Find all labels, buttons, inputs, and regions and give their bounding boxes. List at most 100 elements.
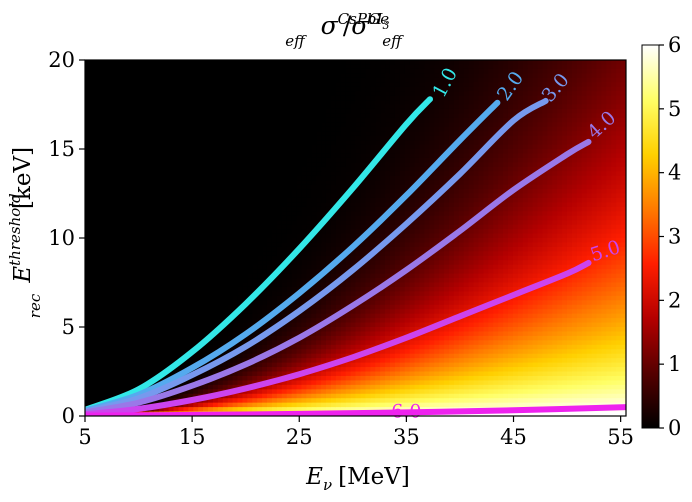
heatmap-cell xyxy=(178,300,184,306)
heatmap-cell xyxy=(158,122,165,128)
heatmap-cell xyxy=(119,215,125,221)
heatmap-cell xyxy=(144,255,150,261)
heatmap-cell xyxy=(109,64,116,70)
heatmap-cell xyxy=(286,291,293,297)
heatmap-cell xyxy=(89,367,96,373)
heatmap-cell xyxy=(183,144,189,150)
heatmap-cell xyxy=(237,313,243,319)
heatmap-cell xyxy=(242,175,248,181)
heatmap-cell xyxy=(355,153,362,159)
heatmap-cell xyxy=(139,349,145,355)
heatmap-cell xyxy=(355,215,362,221)
heatmap-cell xyxy=(124,153,130,159)
heatmap-cell xyxy=(370,202,376,208)
heatmap-cell xyxy=(385,233,391,239)
heatmap-cell xyxy=(114,300,121,306)
heatmap-cell xyxy=(237,86,243,92)
heatmap-cell xyxy=(330,295,337,301)
heatmap-cell xyxy=(281,402,288,408)
heatmap-cell xyxy=(242,135,248,141)
heatmap-cell xyxy=(114,171,121,177)
heatmap-cell xyxy=(365,300,371,306)
heatmap-cell xyxy=(276,193,283,199)
heatmap-cell xyxy=(385,215,391,221)
heatmap-cell xyxy=(350,175,357,181)
heatmap-cell xyxy=(183,64,189,70)
heatmap-cell xyxy=(134,122,140,128)
heatmap-cell xyxy=(212,180,219,186)
heatmap-cell xyxy=(262,149,268,155)
heatmap-cell xyxy=(296,100,302,106)
heatmap-cell xyxy=(360,384,366,390)
heatmap-cell xyxy=(104,180,111,186)
heatmap-cell xyxy=(276,122,283,128)
heatmap-cell xyxy=(85,273,91,279)
heatmap-cell xyxy=(330,82,337,88)
heatmap-cell xyxy=(173,162,180,168)
heatmap-cell xyxy=(227,117,234,123)
heatmap-cell xyxy=(158,344,165,350)
heatmap-cell xyxy=(217,108,224,114)
heatmap-cell xyxy=(168,353,175,359)
heatmap-cell xyxy=(291,171,298,177)
heatmap-cell xyxy=(198,91,204,97)
heatmap-cell xyxy=(321,309,327,315)
heatmap-cell xyxy=(370,393,376,399)
heatmap-cell xyxy=(188,144,194,150)
heatmap-cell xyxy=(335,286,342,292)
heatmap-cell xyxy=(385,166,391,172)
heatmap-cell xyxy=(124,144,130,150)
heatmap-cell xyxy=(296,295,302,301)
heatmap-cell xyxy=(335,77,342,83)
heatmap-cell xyxy=(325,304,332,310)
heatmap-cell xyxy=(365,371,371,377)
heatmap-cell xyxy=(262,367,268,373)
heatmap-cell xyxy=(99,349,106,355)
heatmap-cell xyxy=(380,331,386,337)
heatmap-cell xyxy=(316,68,322,74)
heatmap-cell xyxy=(330,375,337,381)
heatmap-cell xyxy=(262,184,268,190)
heatmap-cell xyxy=(296,367,302,373)
heatmap-cell xyxy=(94,171,101,177)
heatmap-cell xyxy=(321,278,327,284)
heatmap-cell xyxy=(168,269,175,275)
heatmap-cell xyxy=(119,384,125,390)
heatmap-cell xyxy=(385,206,391,212)
heatmap-cell xyxy=(306,358,312,364)
heatmap-cell xyxy=(139,135,145,141)
heatmap-cell xyxy=(212,384,219,390)
heatmap-cell xyxy=(286,282,293,288)
heatmap-cell xyxy=(296,255,302,261)
heatmap-cell xyxy=(148,331,155,337)
heatmap-cell xyxy=(291,229,298,235)
heatmap-cell xyxy=(276,251,283,257)
heatmap-cell xyxy=(365,282,371,288)
heatmap-cell xyxy=(114,135,121,141)
heatmap-cell xyxy=(104,349,111,355)
heatmap-cell xyxy=(281,86,288,92)
heatmap-cell xyxy=(183,349,189,355)
heatmap-cell xyxy=(335,335,342,341)
heatmap-cell xyxy=(389,60,396,66)
heatmap-cell xyxy=(232,358,239,364)
heatmap-cell xyxy=(281,282,288,288)
heatmap-cell xyxy=(375,282,381,288)
heatmap-cell xyxy=(193,229,199,235)
heatmap-cell xyxy=(173,68,180,74)
heatmap-cell xyxy=(129,193,135,199)
heatmap-cell xyxy=(340,77,347,83)
heatmap-cell xyxy=(237,282,243,288)
heatmap-cell xyxy=(316,117,322,123)
heatmap-cell xyxy=(217,149,224,155)
heatmap-cell xyxy=(129,184,135,190)
heatmap-cell xyxy=(207,202,214,208)
heatmap-cell xyxy=(257,251,263,257)
heatmap-cell xyxy=(247,91,253,97)
heatmap-cell xyxy=(340,202,347,208)
heatmap-cell xyxy=(178,238,184,244)
heatmap-cell xyxy=(330,286,337,292)
heatmap-cell xyxy=(311,286,317,292)
heatmap-cell xyxy=(276,91,283,97)
heatmap-cell xyxy=(198,309,204,315)
